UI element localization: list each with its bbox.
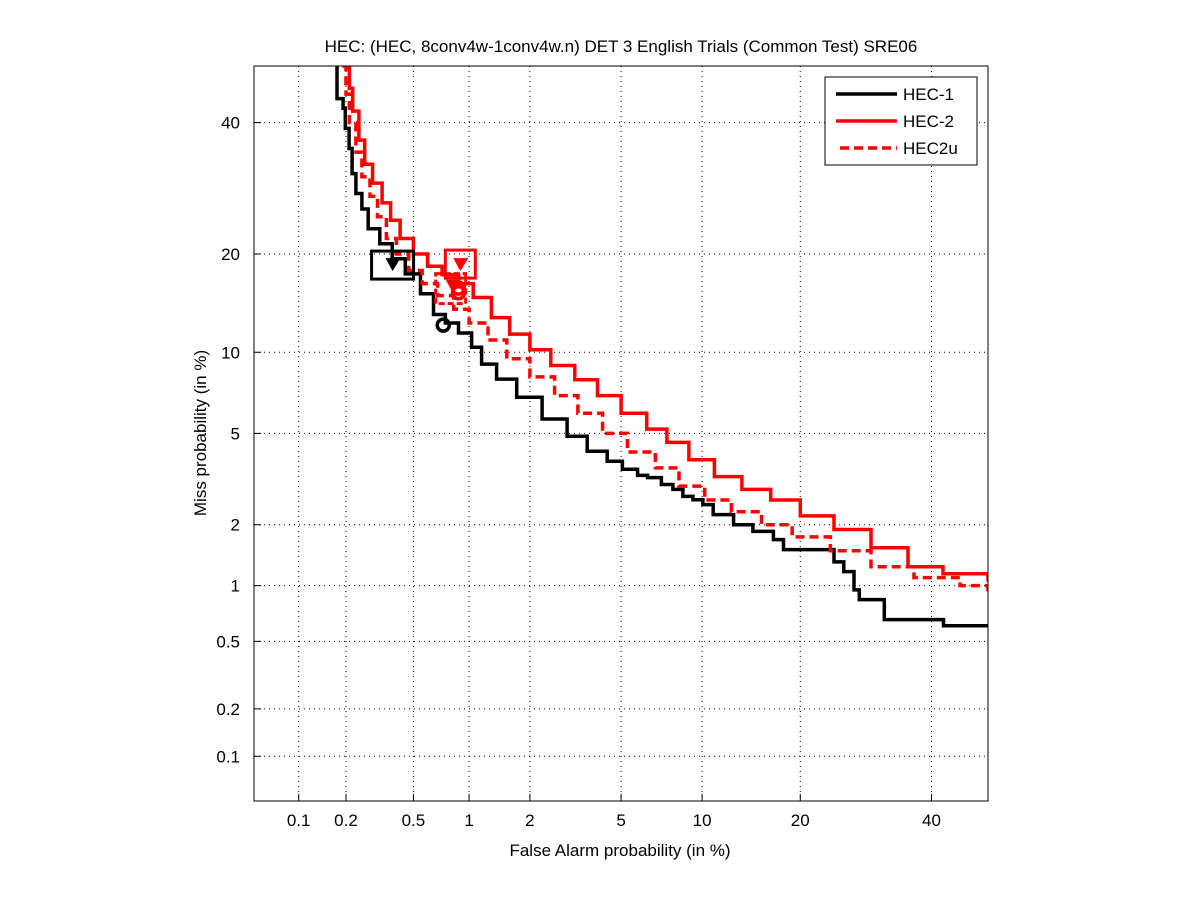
actual-dcf-box-marker (434, 272, 468, 306)
min-dcf-circle-marker (450, 285, 467, 301)
legend: HEC-1 HEC-2 HEC2u (824, 76, 978, 166)
actual-dcf-box-marker (443, 248, 477, 280)
y-axis-ticks: 0.1 0.2 0.5 1 2 5 10 20 40 (216, 114, 261, 766)
y-tick-label: 1 (231, 577, 240, 596)
x-tick-label: 40 (922, 811, 941, 830)
x-tick-label: 2 (525, 811, 534, 830)
marker-layer (370, 248, 477, 333)
series-line-hec2u (342, 66, 988, 595)
y-tick-label: 0.2 (216, 700, 240, 719)
actual-dcf-triangle-marker (453, 258, 469, 272)
min-dcf-circle-marker (435, 317, 451, 333)
y-tick-label: 0.5 (216, 632, 240, 651)
x-axis-ticks: 0.1 0.2 0.5 1 2 5 10 20 40 (287, 794, 941, 830)
actual-dcf-triangle-marker (445, 279, 461, 293)
y-tick-label: 5 (231, 424, 240, 443)
series-line-hec-1 (335, 66, 988, 628)
series-layer (335, 66, 988, 628)
legend-label-hec-1: HEC-1 (903, 85, 954, 104)
legend-label-hec-2: HEC-2 (903, 112, 954, 131)
y-axis-label: Miss probability (in %) (191, 350, 210, 516)
x-tick-label: 5 (616, 811, 625, 830)
y-tick-label: 2 (231, 516, 240, 535)
x-tick-label: 20 (791, 811, 810, 830)
x-tick-label: 0.2 (334, 811, 358, 830)
x-tick-label: 0.5 (402, 811, 426, 830)
legend-label-hec2u: HEC2u (903, 139, 958, 158)
y-tick-label: 10 (221, 343, 240, 362)
actual-dcf-box-marker (370, 249, 416, 281)
series-line-hec-2 (346, 66, 988, 582)
y-tick-label: 40 (221, 114, 240, 133)
x-tick-label: 1 (464, 811, 473, 830)
y-tick-label: 0.1 (216, 747, 240, 766)
x-tick-label: 0.1 (287, 811, 311, 830)
x-tick-label: 10 (693, 811, 712, 830)
chart-title: HEC: (HEC, 8conv4w-1conv4w.n) DET 3 Engl… (325, 37, 918, 56)
y-tick-label: 20 (221, 245, 240, 264)
actual-dcf-triangle-marker (385, 258, 401, 272)
x-axis-label: False Alarm probability (in %) (509, 841, 730, 860)
